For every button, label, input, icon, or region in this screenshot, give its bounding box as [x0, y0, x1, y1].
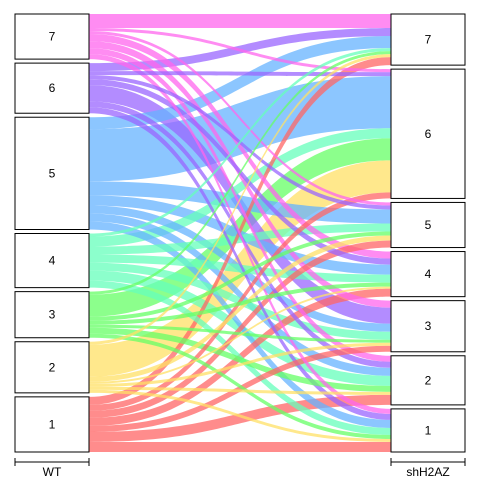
- stratum-label-shH2AZ-2: 2: [425, 373, 432, 387]
- flow-7-to-1: [89, 54, 391, 414]
- stratum-shH2AZ-2: [390, 355, 466, 406]
- stratum-WT-2: [14, 341, 90, 394]
- stratum-label-WT-5: 5: [49, 166, 56, 180]
- stratum-shH2AZ-1: [390, 408, 466, 453]
- stratum-label-shH2AZ-3: 3: [425, 319, 432, 333]
- stratum-label-shH2AZ-4: 4: [425, 267, 432, 281]
- flow-7-to-7: [89, 14, 391, 29]
- flow-2-to-5: [89, 235, 391, 382]
- flow-2-to-4: [89, 286, 391, 384]
- stratum-label-WT-2: 2: [49, 360, 56, 374]
- stratum-label-shH2AZ-6: 6: [425, 127, 432, 141]
- flow-6-to-1: [89, 107, 391, 420]
- axis-label-WT: WT: [43, 465, 62, 479]
- flow-3-to-1: [89, 333, 391, 439]
- stratum-label-WT-6: 6: [49, 81, 56, 95]
- flow-3-to-7: [89, 51, 391, 295]
- stratum-label-shH2AZ-7: 7: [425, 33, 432, 47]
- flow-1-to-3: [89, 345, 391, 432]
- stratum-WT-1: [14, 396, 90, 453]
- flow-5-to-1: [89, 221, 391, 428]
- flow-layer: [89, 14, 391, 452]
- flow-4-to-7: [89, 48, 391, 237]
- flow-2-to-3: [89, 342, 391, 387]
- stratum-label-WT-3: 3: [49, 308, 56, 322]
- stratum-shH2AZ-6: [390, 68, 466, 199]
- flow-3-to-4: [89, 282, 391, 325]
- strata-layer: 7 6 5 4 3 2 1 7 6 5 4 3 2 1: [14, 13, 466, 453]
- stratum-shH2AZ-7: [390, 13, 466, 66]
- flow-7-to-2: [89, 48, 391, 362]
- flow-1-to-7: [89, 57, 391, 405]
- flow-2-to-1: [89, 389, 391, 442]
- stratum-label-WT-1: 1: [49, 417, 56, 431]
- stratum-label-shH2AZ-5: 5: [425, 218, 432, 232]
- flow-7-to-6: [89, 28, 391, 73]
- stratum-WT-5: [14, 116, 90, 231]
- axis-layer: WT shH2AZ: [14, 458, 466, 479]
- flow-1-to-5: [89, 240, 391, 418]
- stratum-shH2AZ-4: [390, 251, 466, 298]
- axis-label-shH2AZ: shH2AZ: [406, 465, 449, 479]
- flow-5-to-2: [89, 213, 391, 376]
- flow-6-to-6: [89, 71, 391, 77]
- flow-5-to-7: [89, 36, 391, 130]
- flow-2-to-2: [89, 386, 391, 395]
- stratum-label-WT-7: 7: [49, 30, 56, 44]
- flow-1-to-1: [89, 441, 391, 452]
- flow-3-to-5: [89, 231, 391, 321]
- stratum-shH2AZ-5: [390, 201, 466, 249]
- flow-7-to-5: [89, 31, 391, 206]
- flow-3-to-3: [89, 324, 391, 343]
- flow-5-to-6: [89, 76, 391, 182]
- stratum-shH2AZ-3: [390, 300, 466, 353]
- stratum-WT-4: [14, 233, 90, 289]
- stratum-WT-7: [14, 13, 90, 60]
- flow-7-to-4: [89, 34, 391, 259]
- flow-2-to-7: [89, 54, 391, 345]
- stratum-WT-6: [14, 62, 90, 114]
- flow-4-to-6: [89, 128, 391, 247]
- stratum-label-WT-4: 4: [49, 254, 56, 268]
- flow-3-to-2: [89, 327, 391, 392]
- stratum-WT-3: [14, 291, 90, 339]
- stratum-label-shH2AZ-1: 1: [425, 423, 432, 437]
